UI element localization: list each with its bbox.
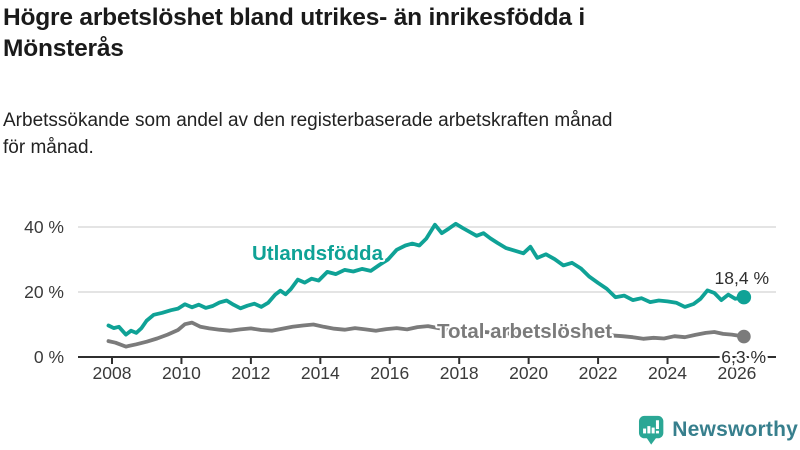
x-tick-label: 2008: [93, 363, 132, 383]
logo-bar-3: [651, 427, 655, 433]
chart-title: Högre arbetslöshet bland utrikes- än inr…: [3, 4, 586, 63]
y-tick-label: 20 %: [24, 282, 64, 302]
x-tick-label: 2018: [440, 363, 479, 383]
series-value-label: 18,4 %: [715, 268, 769, 288]
x-tick-label: 2020: [509, 363, 548, 383]
x-tick-label: 2024: [648, 363, 687, 383]
x-tick-label: 2026: [717, 363, 756, 383]
series-line-utlandsfodda: [106, 221, 746, 337]
brand-name: Newsworthy: [672, 418, 798, 441]
logo-bar-1: [643, 428, 647, 433]
y-tick-label: 0 %: [34, 347, 64, 367]
series-line-total: [106, 320, 746, 349]
series-end-dot: [736, 290, 752, 305]
x-tick-label: 2012: [231, 363, 270, 383]
series-end-dot: [737, 329, 751, 344]
logo-bar-2: [647, 425, 651, 433]
chart-subtitle: Arbetssökande som andel av den registerb…: [3, 110, 613, 158]
series-label: Total arbetslöshet: [437, 320, 612, 343]
x-tick-label: 2022: [579, 363, 618, 383]
y-tick-label: 40 %: [24, 217, 64, 237]
x-tick-label: 2014: [301, 363, 340, 383]
newsworthy-logo-icon: [638, 415, 664, 445]
logo-exclamation-bar: [655, 419, 659, 429]
logo-exclamation-dot: [655, 430, 659, 433]
brand-footer: Newsworthy: [638, 412, 798, 448]
series-value-label: 6,3 %: [721, 347, 766, 367]
series-label: Utlandsfödda: [252, 242, 384, 265]
x-tick-label: 2016: [370, 363, 409, 383]
speech-bubble-tail: [646, 436, 657, 445]
speech-bubble-shape: [638, 415, 664, 438]
x-tick-label: 2010: [162, 363, 201, 383]
unemployment-line-chart: 0 % 20 % 40 % 2008 2010 2012 2014 2016 2018 2020 2…: [24, 217, 776, 383]
